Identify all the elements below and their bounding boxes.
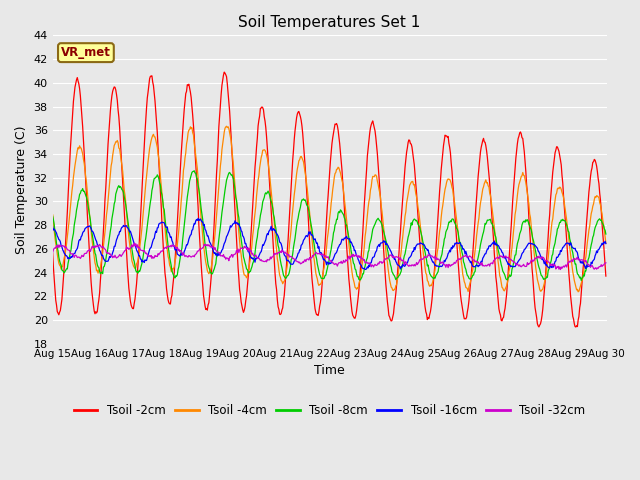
Text: VR_met: VR_met — [61, 46, 111, 59]
X-axis label: Time: Time — [314, 364, 345, 377]
Y-axis label: Soil Temperature (C): Soil Temperature (C) — [15, 125, 28, 254]
Title: Soil Temperatures Set 1: Soil Temperatures Set 1 — [239, 15, 421, 30]
Legend: Tsoil -2cm, Tsoil -4cm, Tsoil -8cm, Tsoil -16cm, Tsoil -32cm: Tsoil -2cm, Tsoil -4cm, Tsoil -8cm, Tsoi… — [69, 399, 590, 421]
